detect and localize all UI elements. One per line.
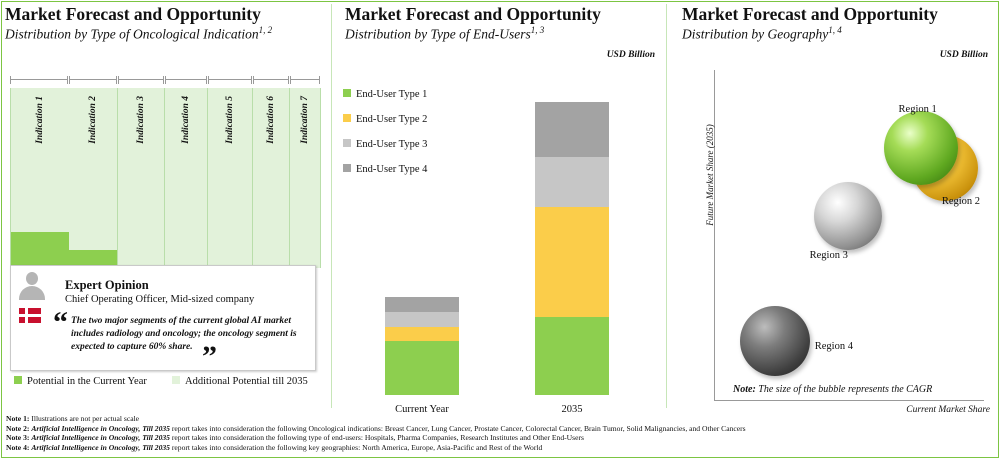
indication-column: Indication 3 [118,88,165,268]
width-arrow [165,76,207,84]
indication-column: Indication 2 [69,88,118,268]
width-arrow [69,76,117,84]
panel-title: Market Forecast and Opportunity [345,4,601,24]
indication-column: Indication 1 [10,88,70,268]
legend-item: End-User Type 4 [343,164,427,175]
expert-role: Chief Operating Officer, Mid-sized compa… [65,294,255,305]
indication-label: Indication 4 [181,96,191,144]
indication-label: Indication 2 [88,96,98,144]
panel-title: Market Forecast and Opportunity [682,4,938,24]
x-axis [714,400,984,401]
quote-close-icon: ” [202,340,217,373]
bubble-note: Note: The size of the bubble represents … [733,384,933,395]
footnote: Note 3: Artificial Intelligence in Oncol… [6,433,584,443]
unit-label: USD Billion [939,50,988,60]
width-arrow [208,76,252,84]
expert-quote: The two major segments of the current gl… [71,316,297,352]
panel-subtitle: Distribution by Geography1, 4 [682,25,842,42]
width-arrow [118,76,164,84]
indication-label: Indication 5 [225,96,235,144]
bar-segment [385,326,459,342]
bar-segment [385,311,459,327]
legend-item-additional: Additional Potential till 2035 [172,376,308,387]
region-label: Region 3 [809,249,848,261]
bar-segment [385,341,459,395]
bar-segment [535,207,609,317]
region-bubble [883,110,958,185]
width-arrow [290,76,320,84]
indication-label: Indication 6 [266,96,276,144]
panel-subtitle: Distribution by Type of Oncological Indi… [5,25,273,42]
bar-segment [535,101,609,157]
region-label: Region 4 [814,340,853,352]
legend-item-current: Potential in the Current Year [14,376,147,387]
x-axis-label: Current Market Share [906,405,990,415]
region-label: Region 2 [941,196,981,208]
end-user-panel: Market Forecast and Opportunity Distribu… [333,0,665,415]
panel-divider [666,4,667,408]
panel-subtitle: Distribution by Type of End-Users1, 3 [345,25,545,42]
current-potential-fill [69,250,117,268]
legend-item: End-User Type 1 [343,89,427,100]
bar-segment [535,156,609,208]
indication-column: Indication 7 [290,88,321,268]
legend-item: End-User Type 2 [343,114,427,125]
indication-column: Indication 4 [165,88,208,268]
footnote: Note 4: Artificial Intelligence in Oncol… [6,442,543,452]
quote-open-icon: “ [53,306,68,339]
indication-column: Indication 5 [208,88,253,268]
region-bubble [813,181,882,250]
unit-label: USD Billion [606,50,655,60]
x-tick-label: Current Year [395,404,449,415]
indication-label: Indication 1 [35,96,45,144]
footnote: Note 1: Illustrations are not per actual… [6,414,140,423]
width-arrow [253,76,289,84]
expert-opinion-card: Expert Opinion Chief Operating Officer, … [10,265,316,373]
footnote: Note 2: Artificial Intelligence in Oncol… [6,423,746,433]
region-bubble [739,305,810,376]
y-axis-label: Future Market Share (2035) [705,124,715,226]
geography-panel: Market Forecast and Opportunity Distribu… [668,0,998,415]
footnotes: Note 1: Illustrations are not per actual… [6,414,746,452]
indication-column: Indication 6 [253,88,290,268]
person-avatar-icon [17,270,47,302]
legend-item: End-User Type 3 [343,139,427,150]
y-axis [714,70,715,400]
expert-title: Expert Opinion [65,278,149,292]
denmark-flag-icon [19,308,41,323]
indication-panel: Market Forecast and Opportunity Distribu… [0,0,330,410]
region-label: Region 1 [898,103,937,115]
indication-label: Indication 3 [136,96,146,144]
panel-title: Market Forecast and Opportunity [5,4,261,24]
indication-label: Indication 7 [300,96,310,144]
bar-segment [535,316,609,395]
x-tick-label: 2035 [561,404,583,415]
panel-divider [331,4,332,408]
width-arrow [10,76,68,84]
current-potential-fill [11,232,69,268]
bar-segment [385,297,459,312]
